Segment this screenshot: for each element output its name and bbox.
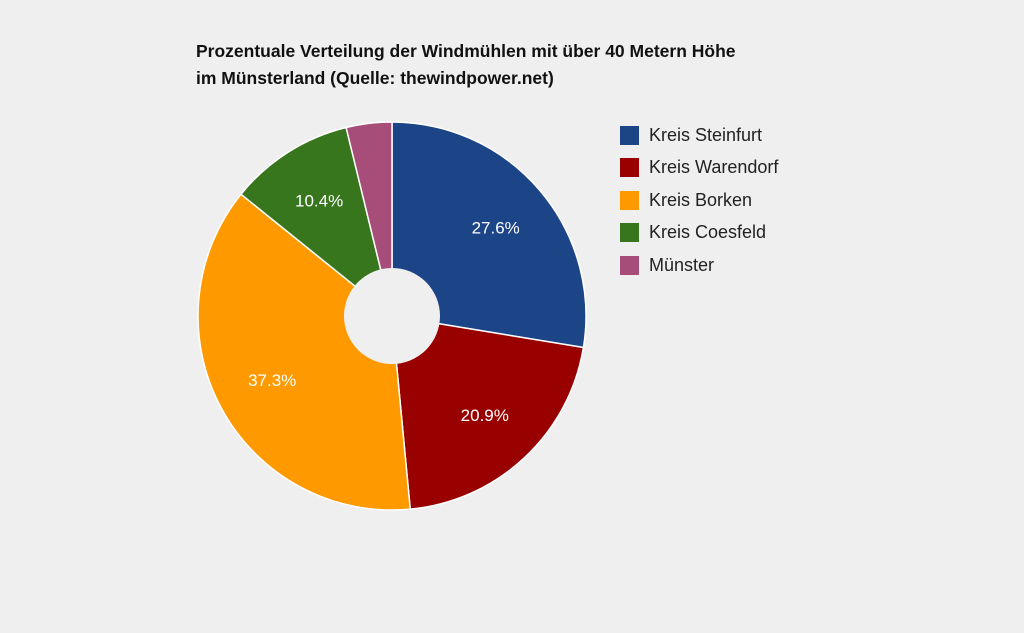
pie-slice-labels: 27.6% 20.9% 37.3% 10.4%	[248, 192, 520, 425]
legend-item-kreis-coesfeld[interactable]: Kreis Coesfeld	[620, 217, 778, 250]
donut-hole	[344, 268, 440, 364]
legend-swatch	[620, 125, 639, 145]
legend-label: Kreis Coesfeld	[649, 222, 767, 243]
chart-title-line-2: im Münsterland (Quelle: thewindpower.net…	[196, 68, 554, 88]
legend-item-kreis-borken[interactable]: Kreis Borken	[620, 184, 778, 217]
legend-swatch	[620, 158, 639, 178]
pie-slice-label-kreis-coesfeld: 10.4%	[295, 192, 343, 211]
legend: Kreis Steinfurt Kreis Warendorf Kreis Bo…	[620, 119, 778, 282]
legend-label: Kreis Steinfurt	[649, 124, 763, 145]
pie-slice-kreis-coesfeld[interactable]	[239, 126, 394, 318]
chart-title: Prozentuale Verteilung der Windmühlen mi…	[196, 38, 896, 92]
legend-label: Münster	[649, 254, 715, 275]
pie-slice-muenster[interactable]	[345, 121, 393, 317]
pie-slice-kreis-borken[interactable]	[197, 193, 412, 511]
chart-title-line-1: Prozentuale Verteilung der Windmühlen mi…	[196, 41, 736, 61]
pie-slice-label-kreis-steinfurt: 27.6%	[472, 219, 520, 238]
legend-label: Kreis Borken	[649, 189, 753, 210]
pie-slice-kreis-steinfurt[interactable]	[391, 121, 587, 349]
legend-item-kreis-warendorf[interactable]: Kreis Warendorf	[620, 152, 778, 185]
pie-slice-kreis-warendorf[interactable]	[391, 315, 585, 510]
legend-swatch	[620, 223, 639, 243]
legend-swatch	[620, 190, 639, 210]
pie-slice-label-kreis-borken: 37.3%	[248, 371, 296, 390]
legend-label: Kreis Warendorf	[649, 157, 779, 178]
pie-slice-label-kreis-warendorf: 20.9%	[461, 406, 509, 425]
legend-swatch	[620, 255, 639, 275]
pie-slices	[197, 121, 587, 511]
legend-item-kreis-steinfurt[interactable]: Kreis Steinfurt	[620, 119, 778, 152]
legend-item-muenster[interactable]: Münster	[620, 249, 778, 282]
